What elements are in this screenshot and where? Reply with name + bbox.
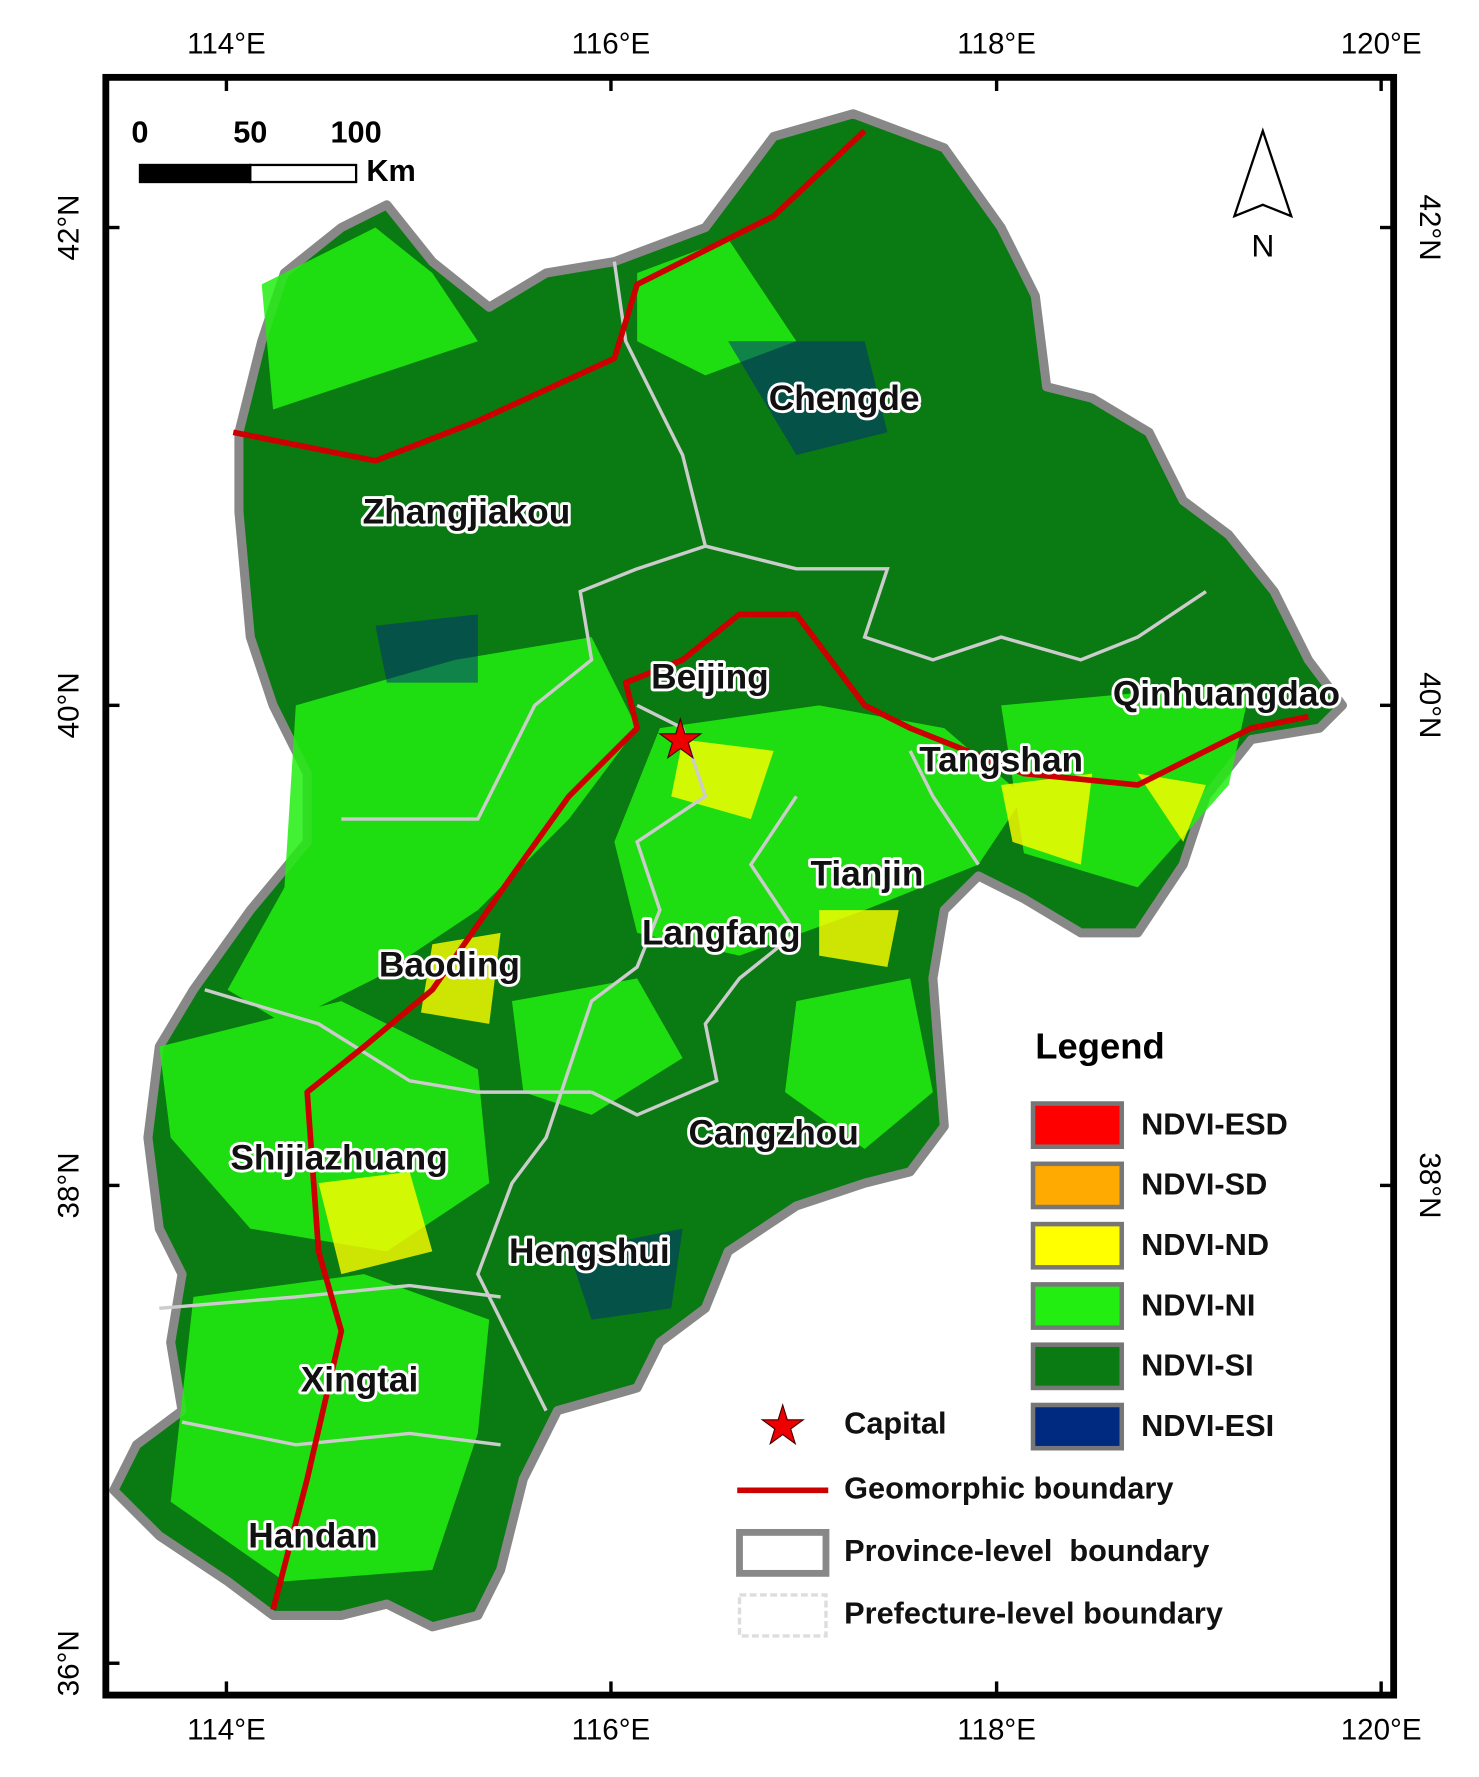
scale-label: 0 (131, 114, 148, 149)
legend-province-symbol (736, 1528, 830, 1577)
legend-swatch (1030, 1101, 1125, 1150)
legend-symbol-label: Province-level boundary (844, 1533, 1209, 1568)
top-tick-label: 120°E (1341, 27, 1422, 60)
region-label: Cangzhou (688, 1114, 858, 1153)
esi-area (375, 341, 888, 1320)
legend-swatch (1030, 1161, 1125, 1210)
legend-swatch (1030, 1402, 1125, 1451)
region-label: Handan (248, 1516, 377, 1555)
bottom-tick-label: 120°E (1341, 1713, 1422, 1746)
left-tick-label: 38°N (52, 1152, 85, 1218)
bottom-tick-label: 118°E (957, 1713, 1036, 1746)
bottom-tick-label: 116°E (572, 1713, 651, 1746)
right-tick-label: 40°N (1413, 672, 1446, 738)
north-label: N (1251, 227, 1274, 263)
top-tick-label: 116°E (572, 27, 651, 60)
legend-label: NDVI-ND (1141, 1227, 1269, 1262)
scale-segment (138, 163, 252, 184)
left-tick-label: 42°N (52, 194, 85, 260)
top-tick-label: 114°E (187, 27, 266, 60)
region-label: Xingtai (301, 1361, 419, 1400)
left-tick-label: 36°N (52, 1630, 85, 1696)
map-frame (102, 73, 1398, 1699)
ni-area (159, 227, 1252, 1582)
top-tick-label: 118°E (957, 27, 1036, 60)
capital-star (658, 717, 703, 760)
right-tick-label: 42°N (1413, 194, 1446, 260)
legend-label: NDVI-NI (1141, 1287, 1255, 1322)
legend-prefecture-symbol (737, 1593, 828, 1638)
legend-symbol-label: Geomorphic boundary (844, 1470, 1173, 1505)
legend-symbol-label: Capital (844, 1406, 946, 1441)
scale-label: 100 (330, 114, 381, 149)
geomorphic-boundary (232, 128, 1309, 1611)
region-label: Chengde (769, 379, 920, 418)
north-arrow: N (1232, 127, 1294, 263)
legend-label: NDVI-ESD (1141, 1106, 1288, 1141)
legend-label: NDVI-SI (1141, 1348, 1254, 1383)
left-tick-label: 40°N (52, 672, 85, 738)
region-label: Baoding (379, 945, 520, 984)
right-tick-label: 38°N (1413, 1152, 1446, 1218)
region-label: Tangshan (919, 741, 1083, 780)
region-label: Zhangjiakou (363, 493, 571, 532)
legend-capital-symbol (760, 1403, 805, 1446)
legend-swatch (1030, 1342, 1125, 1391)
bottom-tick-label: 114°E (187, 1713, 266, 1746)
legend-label: NDVI-SD (1141, 1167, 1267, 1202)
legend-swatch (1030, 1282, 1125, 1330)
land (109, 109, 1348, 1632)
region-label: Langfang (642, 913, 801, 952)
north-arrow-shape (1232, 127, 1294, 219)
region-label: Tianjin (810, 854, 923, 893)
legend-title: Legend (1035, 1026, 1164, 1067)
prefecture-boundaries (159, 261, 1207, 1447)
legend-symbol-label: Prefecture-level boundary (844, 1596, 1223, 1631)
scale-segment (249, 163, 358, 184)
region-label: Qinhuangdao (1113, 675, 1340, 714)
scale-bar (138, 163, 358, 184)
legend-swatch (1030, 1221, 1125, 1270)
region-label: Beijing (651, 657, 769, 696)
scale-unit: Km (366, 153, 415, 188)
region-label: Shijiazhuang (230, 1139, 447, 1178)
region-label: Hengshui (509, 1232, 670, 1271)
scale-label: 50 (233, 114, 267, 149)
legend-label: NDVI-ESI (1141, 1408, 1274, 1443)
nd-area (318, 739, 1206, 1275)
